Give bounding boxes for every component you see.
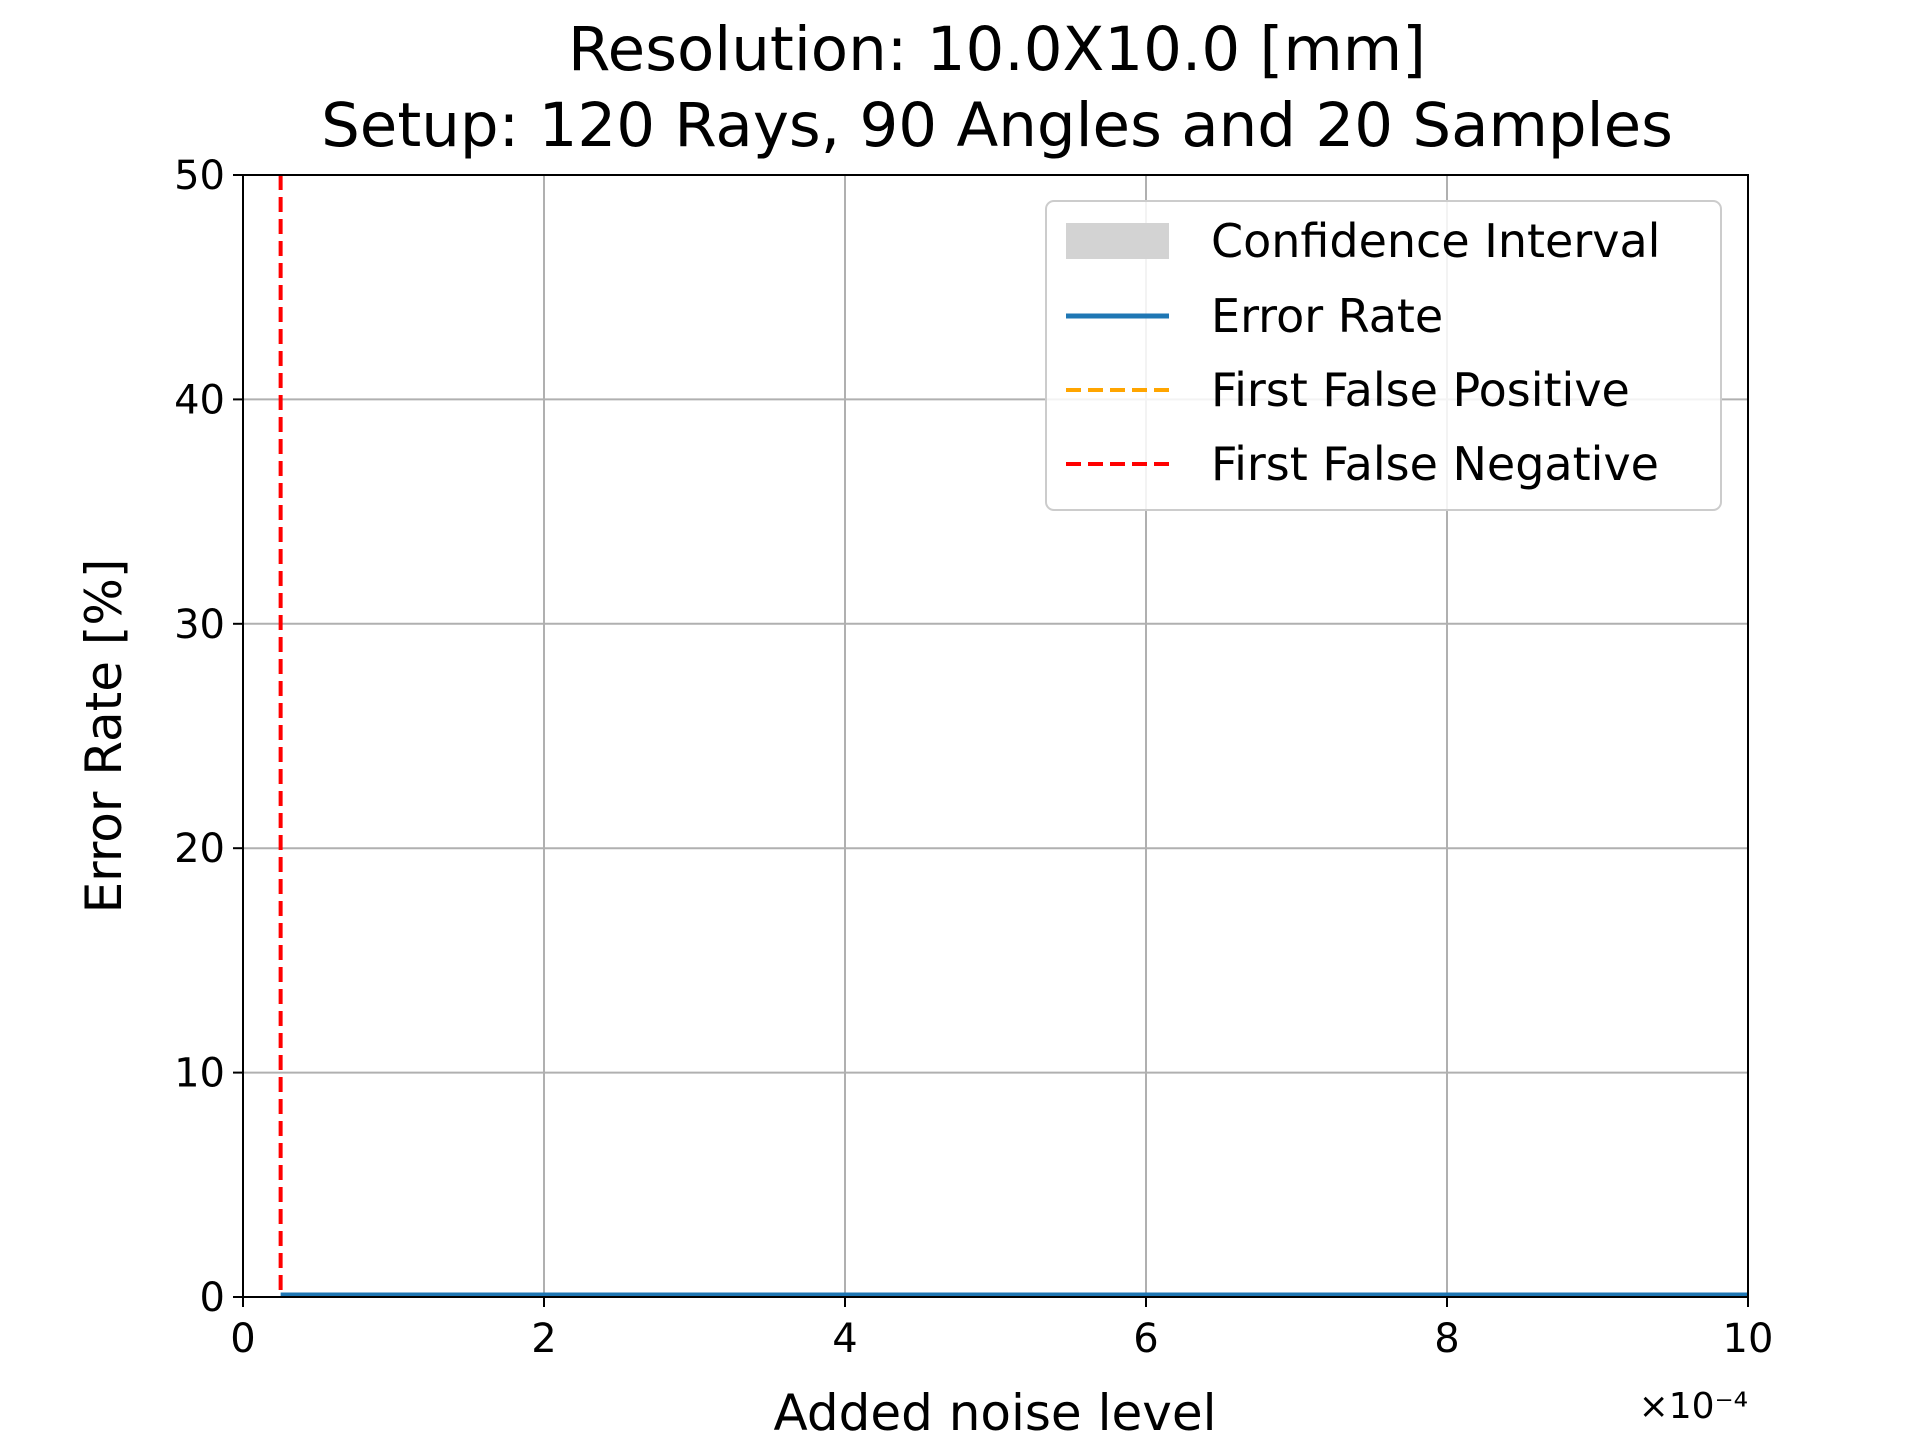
title-line-2: Setup: 120 Rays, 90 Angles and 20 Sample… xyxy=(321,90,1673,161)
title-line-1: Resolution: 10.0X10.0 [mm] xyxy=(568,14,1426,85)
chart-title: Resolution: 10.0X10.0 [mm] Setup: 120 Ra… xyxy=(321,14,1673,161)
x-axis-ticks: 0 2 4 6 8 10 xyxy=(230,1297,1773,1362)
y-axis-ticks: 0 10 20 30 40 50 xyxy=(174,153,243,1321)
y-tick-label: 50 xyxy=(174,153,225,199)
legend-swatch-confidence-interval xyxy=(1066,223,1169,259)
legend-entries: Confidence Interval Error Rate First False… xyxy=(1066,214,1660,491)
x-tick-label: 6 xyxy=(1133,1316,1158,1362)
legend: Confidence Interval Error Rate First False… xyxy=(1045,200,1722,511)
y-tick-label: 0 xyxy=(200,1275,225,1321)
y-tick-label: 20 xyxy=(174,826,225,872)
legend-label-first-false-positive: First False Positive xyxy=(1211,363,1630,417)
y-axis-label: Error Rate [%] xyxy=(75,559,133,914)
y-tick-label: 10 xyxy=(174,1051,225,1097)
x-axis-offset-text: ×10⁻⁴ xyxy=(1639,1386,1748,1427)
legend-label-confidence-interval: Confidence Interval xyxy=(1211,214,1660,268)
legend-label-error-rate: Error Rate xyxy=(1211,289,1443,343)
legend-box xyxy=(1045,200,1722,511)
y-tick-label: 40 xyxy=(174,377,225,423)
plot-frame xyxy=(242,174,1749,1298)
x-tick-label: 8 xyxy=(1434,1316,1459,1362)
legend-label-first-false-negative: First False Negative xyxy=(1211,437,1659,491)
x-tick-label: 10 xyxy=(1723,1316,1774,1362)
x-axis-label: Added noise level xyxy=(774,1384,1217,1440)
grid xyxy=(242,174,1749,1298)
x-tick-label: 0 xyxy=(230,1316,255,1362)
x-tick-label: 4 xyxy=(832,1316,857,1362)
y-tick-label: 30 xyxy=(174,602,225,648)
x-tick-label: 2 xyxy=(531,1316,556,1362)
